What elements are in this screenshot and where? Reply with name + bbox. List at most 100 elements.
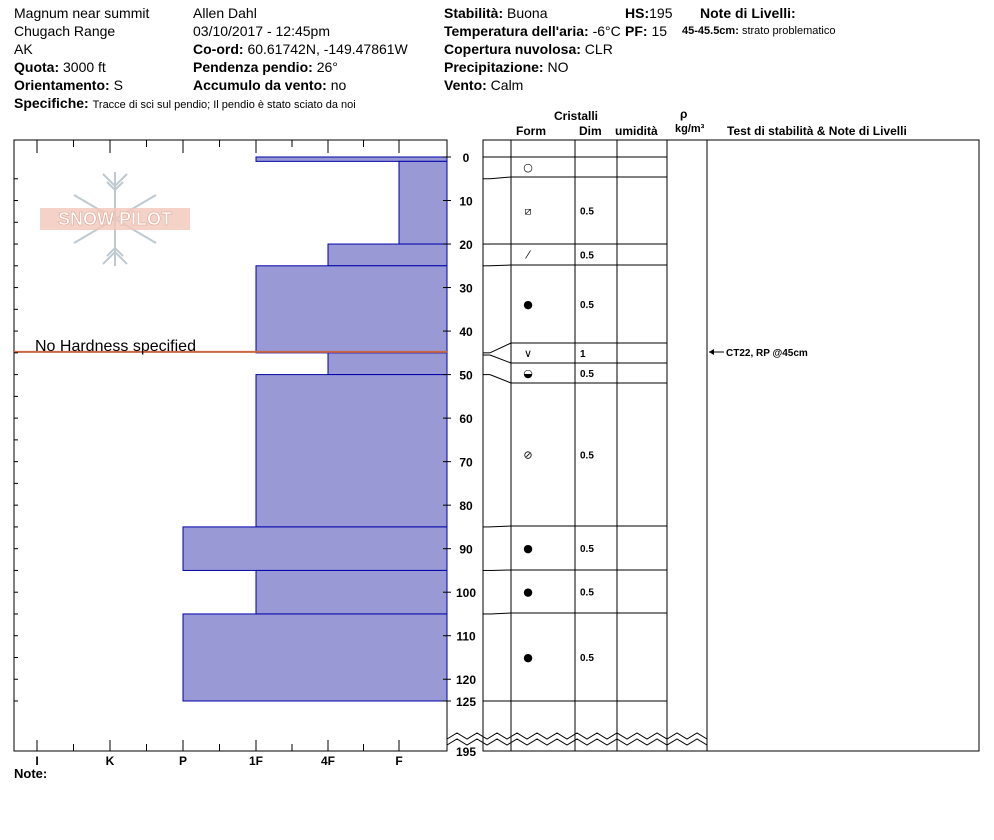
specifics: Specifiche: Tracce di sci sul pendio; Il…	[14, 94, 356, 114]
pf-value: 15	[651, 23, 668, 39]
hs-value: 195	[649, 5, 673, 21]
coord-value: 60.61742N, -149.47861W	[247, 41, 408, 57]
depth-tick-label: 10	[459, 195, 473, 209]
stability-test-label: CT22, RP @45cm	[726, 348, 808, 359]
elevation-label: Quota:	[14, 59, 60, 75]
hardness-bar	[327, 243, 448, 267]
hardness-bar	[327, 352, 448, 376]
depth-tick-label: 125	[456, 695, 476, 709]
aspect: Orientamento: S	[14, 76, 123, 94]
stability: Stabilità: Buona	[444, 4, 548, 22]
crystal-connector	[489, 354, 512, 364]
crystal-form-symbol: ◒	[523, 367, 533, 380]
hardness-bar	[255, 374, 448, 528]
layer-note-range: 45-45.5cm:	[682, 25, 739, 37]
depth-tick-label: 20	[459, 238, 473, 252]
cloud-label: Copertura nuvolosa:	[444, 41, 581, 57]
depth-tick-label: 90	[459, 543, 473, 557]
hardness-tick-label: P	[179, 754, 187, 768]
pf-label: PF:	[625, 23, 648, 39]
hardness-bar	[398, 160, 448, 245]
crystal-form-symbol: ●	[523, 542, 533, 555]
crystal-form-symbol: ⁄	[524, 249, 531, 262]
wind-load-label: Accumulo da vento:	[193, 77, 327, 93]
depth-tick-label: 60	[459, 412, 473, 426]
depth-tick-label: 40	[459, 325, 473, 339]
specifics-value: Tracce di sci sul pendio; Il pendio è st…	[92, 99, 356, 111]
logo-text: SNOW PILOT	[58, 209, 172, 229]
crystal-dim-label: 1	[580, 349, 586, 360]
hardness-bar	[182, 526, 448, 571]
crystal-connector	[489, 176, 512, 180]
notes-panel-frame	[706, 139, 980, 752]
crystal-dim-label: 0.5	[580, 300, 594, 311]
axis-break-line	[446, 738, 708, 746]
specifics-label: Specifiche:	[14, 95, 89, 111]
density-unit-header: kg/m³	[675, 123, 705, 135]
depth-tick-label: 70	[459, 456, 473, 470]
depth-tick-label: 110	[456, 630, 476, 644]
aspect-value: S	[113, 77, 123, 93]
hardness-tick-label: I	[35, 754, 38, 768]
crystal-form-symbol: ●	[523, 586, 533, 599]
no-hardness-note: No Hardness specified	[35, 338, 196, 355]
precip-label: Precipitazione:	[444, 59, 544, 75]
wind-label: Vento:	[444, 77, 487, 93]
depth-tick-label: 120	[456, 673, 476, 687]
depth-tick-label: 80	[459, 499, 473, 513]
depth-tick-label: 30	[459, 282, 473, 296]
wind-load: Accumulo da vento: no	[193, 76, 346, 94]
wind-value: Calm	[490, 77, 524, 93]
axis-break-line	[446, 732, 708, 740]
hardness-tick-label: 1F	[249, 754, 263, 768]
hardness-tick-label: F	[395, 754, 402, 768]
stability-notes-header: Test di stabilità & Note di Livelli	[727, 124, 907, 138]
crystal-connector	[489, 264, 512, 267]
range: Chugach Range	[14, 23, 116, 39]
elevation: Quota: 3000 ft	[14, 58, 106, 76]
layer-note: 45-45.5cm: strato problematico	[682, 22, 835, 40]
penetration: PF: 15	[625, 22, 667, 40]
layer-notes-label: Note di Livelli:	[700, 5, 796, 21]
crystal-form-symbol: ●	[523, 298, 533, 311]
observer: Allen Dahl	[193, 5, 257, 21]
snow-height: HS:195	[625, 4, 672, 22]
crystal-dim-label: 0.5	[580, 451, 594, 462]
crystal-connector	[489, 612, 512, 615]
hs-label: HS:	[625, 5, 650, 21]
crystal-dim-label: 0.5	[580, 369, 594, 380]
layer-note-text: strato problematico	[741, 25, 836, 37]
crystal-form-symbol: ⊘	[523, 449, 532, 462]
elevation-value: 3000 ft	[63, 59, 106, 75]
logo-banner	[40, 208, 190, 230]
slope: Pendenza pendio: 26°	[193, 58, 338, 76]
crystal-form-symbol: ●	[523, 651, 533, 664]
state: AK	[14, 41, 33, 57]
coordinates: Co-ord: 60.61742N, -149.47861W	[193, 40, 408, 58]
air-temp-label: Temperatura dell'aria:	[444, 23, 589, 39]
crystal-form-symbol: ⧄	[525, 205, 532, 218]
crystals-header: Cristalli	[554, 109, 599, 123]
hardness-bar	[255, 569, 448, 615]
datetime: 03/10/2017 - 12:45pm	[193, 23, 330, 39]
depth-tick-label: 0	[463, 151, 470, 165]
crystal-dim-label: 0.5	[580, 588, 594, 599]
humidity-header: umidità	[615, 124, 658, 138]
precip-value: NO	[547, 59, 569, 75]
crystal-connector	[489, 525, 512, 528]
form-header: Form	[516, 124, 546, 138]
cloud-value: CLR	[584, 41, 613, 57]
stability-value: Buona	[507, 5, 548, 21]
notes-label: Note:	[14, 766, 48, 781]
precipitation: Precipitazione: NO	[444, 58, 568, 76]
hardness-bar	[182, 613, 448, 702]
wind-load-value: no	[330, 77, 347, 93]
cloud-cover: Copertura nuvolosa: CLR	[444, 40, 613, 58]
hardness-tick-label: 4F	[321, 754, 335, 768]
aspect-label: Orientamento:	[14, 77, 110, 93]
depth-bottom-label: 195	[456, 745, 476, 759]
hardness-tick-label: K	[106, 754, 115, 768]
crystal-connector	[489, 342, 512, 354]
crystal-panel-frame	[482, 139, 708, 752]
hardness-bar	[255, 265, 448, 354]
